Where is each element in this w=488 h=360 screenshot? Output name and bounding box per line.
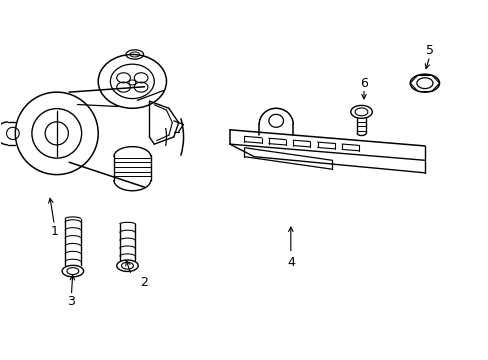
Text: 1: 1: [50, 225, 58, 238]
Text: 3: 3: [67, 296, 75, 309]
Text: 5: 5: [425, 44, 433, 57]
Text: 2: 2: [141, 276, 148, 289]
Text: 6: 6: [359, 77, 367, 90]
Text: 4: 4: [286, 256, 294, 269]
